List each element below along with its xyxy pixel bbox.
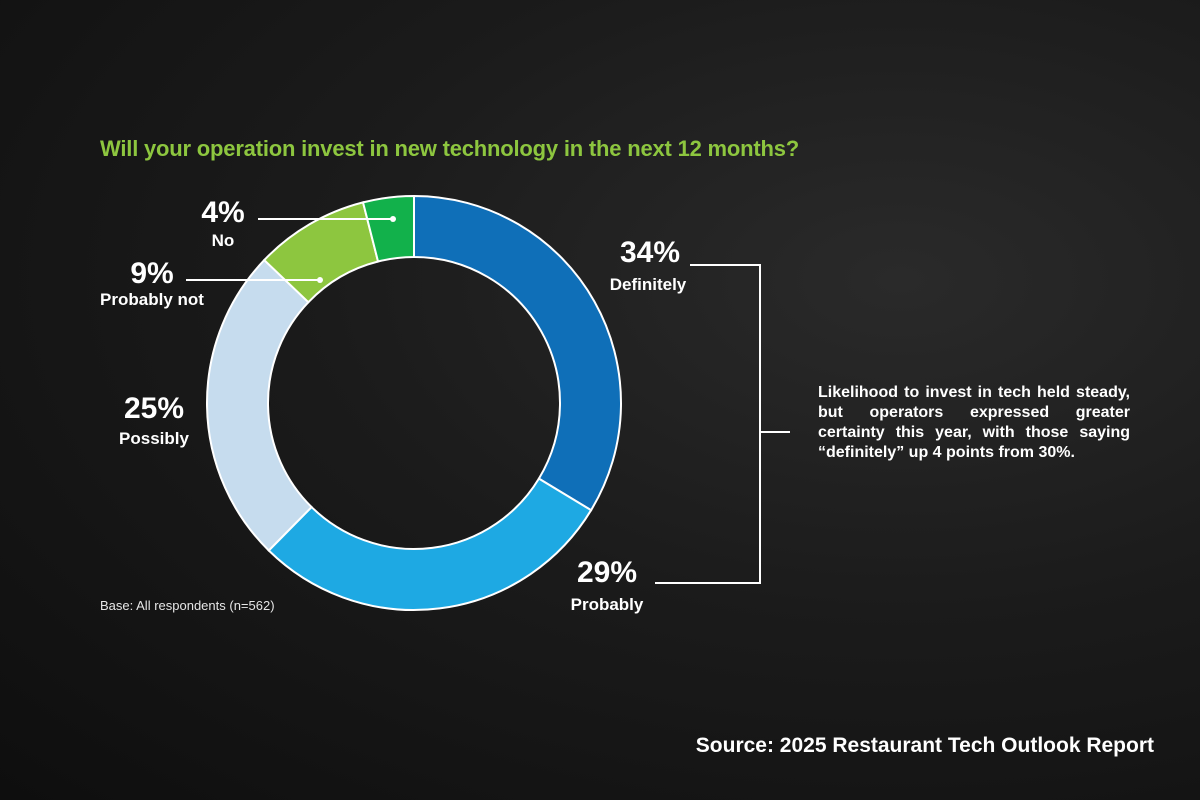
slice-label-no: No — [212, 231, 235, 250]
slice-label-probably: Probably — [571, 595, 644, 614]
slice-value-probably-not: 9% — [130, 257, 173, 290]
leader-dot-probably-not — [317, 277, 323, 283]
slice-label-definitely: Definitely — [610, 275, 687, 294]
slice-label-probably-not: Probably not — [100, 290, 204, 309]
annotation-text: Likelihood to invest in tech held steady… — [818, 384, 1130, 461]
slice-value-probably: 29% — [577, 556, 637, 589]
donut-slice-no — [361, 194, 415, 263]
slice-value-no: 4% — [201, 196, 244, 229]
leader-lines — [186, 216, 790, 584]
source-credit: Source: 2025 Restaurant Tech Outlook Rep… — [695, 734, 1154, 757]
chart-title: Will your operation invest in new techno… — [100, 136, 800, 161]
slice-value-possibly: 25% — [124, 392, 184, 425]
bracket-line — [655, 264, 761, 584]
slice-label-possibly: Possibly — [119, 429, 189, 448]
donut-slice-definitely — [413, 194, 622, 512]
slice-value-definitely: 34% — [620, 236, 680, 269]
donut-slices — [206, 194, 622, 611]
base-note: Base: All respondents (n=562) — [100, 598, 275, 613]
leader-dot-no — [390, 216, 396, 222]
donut-slice-possibly — [206, 258, 313, 552]
donut-slice-probably — [267, 477, 593, 611]
